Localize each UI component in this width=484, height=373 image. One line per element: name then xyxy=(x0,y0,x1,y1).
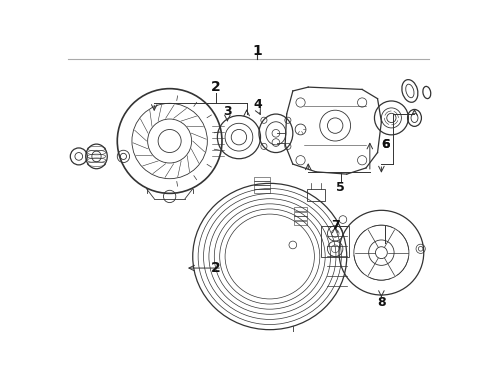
Text: 4: 4 xyxy=(253,98,262,111)
Bar xyxy=(321,226,348,257)
Bar xyxy=(254,189,269,192)
Text: 7: 7 xyxy=(330,219,339,232)
Bar xyxy=(294,216,306,220)
Bar xyxy=(294,207,306,211)
Text: 1: 1 xyxy=(252,44,262,58)
Text: 6: 6 xyxy=(380,138,389,151)
Bar xyxy=(294,221,306,225)
Text: 2: 2 xyxy=(211,261,220,275)
Bar xyxy=(254,177,269,181)
Text: 3: 3 xyxy=(223,105,231,118)
Bar xyxy=(254,181,269,185)
Text: 8: 8 xyxy=(376,296,385,309)
Text: 6: 6 xyxy=(380,138,389,151)
Text: 2: 2 xyxy=(211,80,220,94)
Bar xyxy=(294,212,306,216)
Bar xyxy=(306,189,324,201)
Text: 5: 5 xyxy=(335,181,344,194)
Bar xyxy=(254,185,269,189)
